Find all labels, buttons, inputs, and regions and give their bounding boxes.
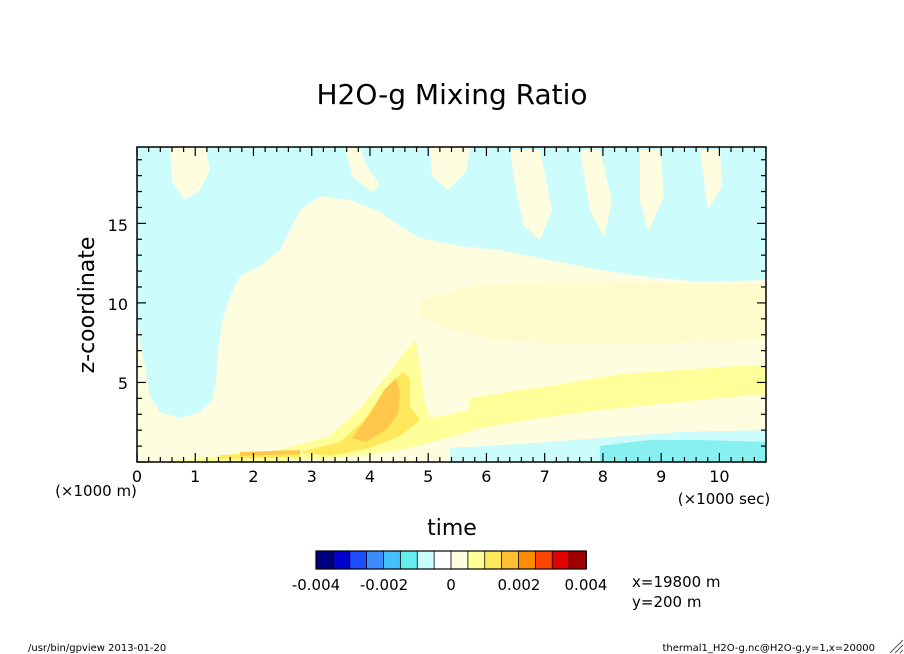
colorbar — [315, 550, 587, 570]
location-x: x=19800 m — [632, 573, 721, 591]
x-tick-label-9: 9 — [656, 467, 666, 486]
colorbar-swatch — [433, 550, 452, 570]
plot-field — [137, 147, 766, 462]
region-upper-cyan-bands — [170, 147, 722, 240]
colorbar-swatch — [534, 550, 554, 570]
x-axis-unit: (×1000 sec) — [678, 490, 771, 508]
colorbar-swatch — [501, 550, 520, 570]
x-tick-label-5: 5 — [423, 467, 433, 486]
colorbar-tick-label-0: -0.004 — [292, 576, 340, 594]
colorbar-swatch — [416, 550, 436, 570]
region-upper-band — [470, 370, 766, 410]
chart-title: H2O-g Mixing Ratio — [316, 78, 587, 111]
x-tick-label-10: 10 — [709, 467, 729, 486]
colorbar-tick-label-1: -0.002 — [360, 576, 408, 594]
footer-left: /usr/bin/gpview 2013-01-20 — [28, 643, 166, 654]
colorbar-swatch — [366, 550, 385, 570]
axis-ticks — [136, 147, 767, 463]
x-tick-label-0: 0 — [132, 467, 142, 486]
x-tick-label-7: 7 — [540, 467, 550, 486]
x-tick-label-1: 1 — [190, 467, 200, 486]
location-y: y=200 m — [632, 593, 701, 611]
region-lower-cyan-strong — [600, 440, 766, 462]
y-axis-unit: (×1000 m) — [55, 482, 137, 500]
x-tick-label-8: 8 — [598, 467, 608, 486]
x-tick-label-3: 3 — [307, 467, 317, 486]
colorbar-swatch — [332, 550, 351, 570]
footer-right: thermal1_H2O-g.nc@H2O-g,y=1,x=20000 — [663, 643, 875, 654]
y-tick-label-5: 5 — [118, 374, 128, 393]
colorbar-swatch — [315, 550, 334, 570]
region-mid-cyan — [137, 280, 215, 405]
region-plume-yellow — [160, 340, 766, 462]
colorbar-tick-label-2: 0 — [446, 576, 456, 594]
x-tick-label-4: 4 — [365, 467, 375, 486]
colorbar-tick-label-4: 0.004 — [565, 576, 608, 594]
colorbar-swatch — [551, 550, 571, 570]
colorbar-swatch — [484, 550, 503, 570]
y-tick-label-15: 15 — [108, 216, 128, 235]
colorbar-swatch — [467, 550, 486, 570]
colorbar-swatch — [383, 550, 402, 570]
colorbar-swatch — [568, 550, 587, 570]
colorbar-frame — [315, 550, 587, 570]
y-axis-title: z-coordinate — [75, 237, 100, 374]
x-axis-title: time — [427, 516, 477, 541]
colorbar-swatch — [349, 550, 368, 570]
colorbar-swatch — [518, 550, 537, 570]
region-plume-core — [240, 378, 400, 456]
colorbar-swatch — [450, 550, 469, 570]
y-tick-label-10: 10 — [108, 295, 128, 314]
colorbar-tick-label-3: 0.002 — [498, 576, 541, 594]
x-tick-label-2: 2 — [248, 467, 258, 486]
x-tick-label-6: 6 — [481, 467, 491, 486]
region-mid-pale-yellow — [420, 282, 766, 344]
colorbar-swatch — [399, 550, 419, 570]
resize-grip-icon — [889, 639, 904, 654]
